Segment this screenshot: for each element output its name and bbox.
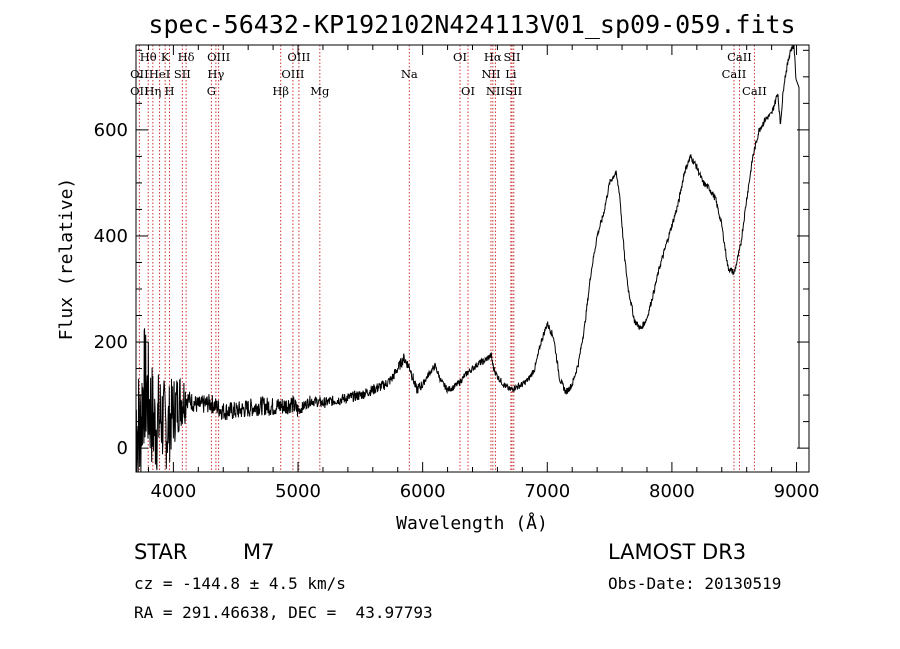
spectral-line-label: CaII <box>742 84 767 98</box>
chart-title: spec-56432-KP192102N424113V01_sp09-059.f… <box>148 10 795 39</box>
spectral-line-label: NII <box>486 84 505 98</box>
spectral-line-label: OIII <box>207 50 230 64</box>
spectral-line-label: SII <box>504 50 521 64</box>
x-tick-label: 7000 <box>524 481 570 502</box>
spectral-line-label: Hβ <box>272 84 289 98</box>
spectral-line-label: Hγ <box>207 67 224 81</box>
spectral-line-label: OI <box>453 50 467 64</box>
spectral-line-label: OII <box>130 67 149 81</box>
y-tick-label: 0 <box>117 438 128 459</box>
y-tick-label: 200 <box>94 332 128 353</box>
x-axis-label: Wavelength (Å) <box>396 512 548 534</box>
spectral-line-label: Hα <box>484 50 502 64</box>
spectral-line-markers <box>138 45 755 472</box>
spectral-line-label: NII <box>481 67 500 81</box>
object-type: STAR <box>134 540 188 564</box>
spectral-line-label: H <box>165 84 175 98</box>
spectral-line-label: OII <box>130 84 149 98</box>
spectral-line-label: SII <box>174 67 191 81</box>
coordinates: RA = 291.46638, DEC = 43.97793 <box>134 603 433 622</box>
spectral-line-label: Hη <box>144 84 161 98</box>
spectral-line-label: G <box>207 84 216 98</box>
object-subclass: M7 <box>243 540 275 564</box>
spectral-line-label: Hθ <box>140 50 157 64</box>
spectrum-curve <box>135 44 800 473</box>
spectral-line-label: Hδ <box>178 50 195 64</box>
spectral-line-label: OI <box>461 84 475 98</box>
spectral-line-label: OIII <box>281 67 304 81</box>
y-tick-label: 600 <box>94 120 128 141</box>
x-tick-label: 4000 <box>150 481 196 502</box>
y-axis-label: Flux (relative) <box>56 178 77 341</box>
spectral-line-label: Mg <box>310 84 330 98</box>
y-tick-label: 400 <box>94 226 128 247</box>
spectral-line-label: K <box>161 50 170 64</box>
axis-ticks: 4000 5000 6000 7000 8000 9000 0 200 400 600 <box>94 45 820 502</box>
spectrum-layer <box>135 44 800 473</box>
survey-name: LAMOST DR3 <box>608 540 747 564</box>
x-tick-label: 8000 <box>649 481 695 502</box>
observation-date: Obs-Date: 20130519 <box>608 574 782 593</box>
spectral-line-label: OIII <box>287 50 310 64</box>
x-tick-label: 5000 <box>275 481 321 502</box>
spectral-line-label: Li <box>505 67 517 81</box>
spectral-line-label: CaII <box>722 67 747 81</box>
redshift-velocity: cz = -144.8 ± 4.5 km/s <box>134 574 346 593</box>
x-tick-label: 6000 <box>400 481 446 502</box>
spectral-line-label: HeI <box>149 67 170 81</box>
x-tick-label: 9000 <box>774 481 820 502</box>
spectral-line-label: SII <box>505 84 522 98</box>
spectral-line-label: CaII <box>727 50 752 64</box>
spectral-line-label: Na <box>401 67 418 81</box>
